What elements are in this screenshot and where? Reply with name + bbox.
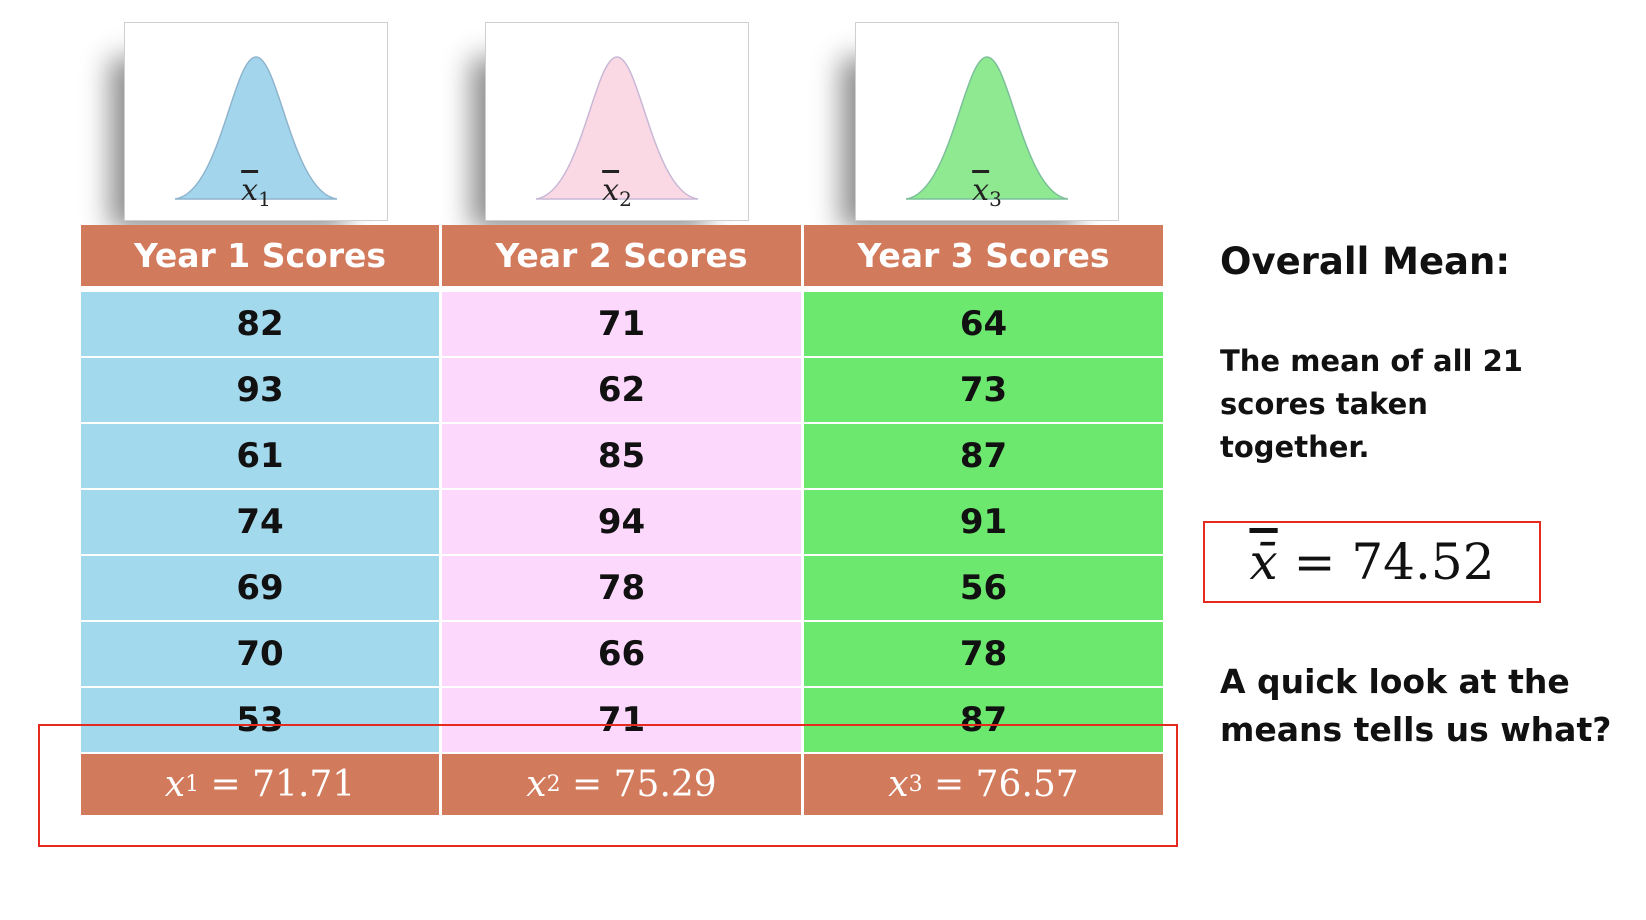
overall-mean-description: The mean of all 21 scores taken together… <box>1220 344 1523 464</box>
score-cell: 78 <box>804 622 1163 686</box>
bell-curve-icon <box>535 56 699 200</box>
score-cell: 85 <box>442 424 801 488</box>
bell-curve-icon <box>905 56 1069 200</box>
question-text: A quick look at the means tells us what? <box>1220 662 1612 749</box>
column-header-year-1: Year 1 Scores <box>81 225 439 286</box>
score-cell: 74 <box>81 490 439 554</box>
score-cell: 61 <box>81 424 439 488</box>
score-cell: 73 <box>804 358 1163 422</box>
score-cell: 78 <box>442 556 801 620</box>
score-cell: 87 <box>804 688 1163 752</box>
column-header-year-3: Year 3 Scores <box>804 225 1163 286</box>
score-cell: 93 <box>81 358 439 422</box>
distribution-card-year-2: x2 <box>485 22 749 221</box>
overall-mean-title: Overall Mean: <box>1220 240 1511 283</box>
sample-mean-label: x2 <box>602 173 632 211</box>
grand-mean-box: x̄ = 74.52 <box>1203 521 1541 603</box>
score-cell: 91 <box>804 490 1163 554</box>
score-cell: 69 <box>81 556 439 620</box>
bell-curve-icon <box>174 56 338 200</box>
score-cell: 82 <box>81 292 439 356</box>
score-cell: 56 <box>804 556 1163 620</box>
score-cell: 66 <box>442 622 801 686</box>
sample-mean-label: x3 <box>972 173 1002 211</box>
column-header-year-2: Year 2 Scores <box>442 225 801 286</box>
score-cell: 53 <box>81 688 439 752</box>
score-cell: 70 <box>81 622 439 686</box>
score-cell: 94 <box>442 490 801 554</box>
score-cell: 71 <box>442 688 801 752</box>
score-cell: 64 <box>804 292 1163 356</box>
score-cell: 62 <box>442 358 801 422</box>
grand-mean-symbol: x̄ <box>1249 533 1278 591</box>
distribution-card-year-1: x1 <box>124 22 388 221</box>
distribution-card-year-3: x3 <box>855 22 1119 221</box>
grand-mean-value: = 74.52 <box>1293 533 1495 591</box>
sample-mean-label: x1 <box>241 173 271 211</box>
score-cell: 71 <box>442 292 801 356</box>
score-cell: 87 <box>804 424 1163 488</box>
